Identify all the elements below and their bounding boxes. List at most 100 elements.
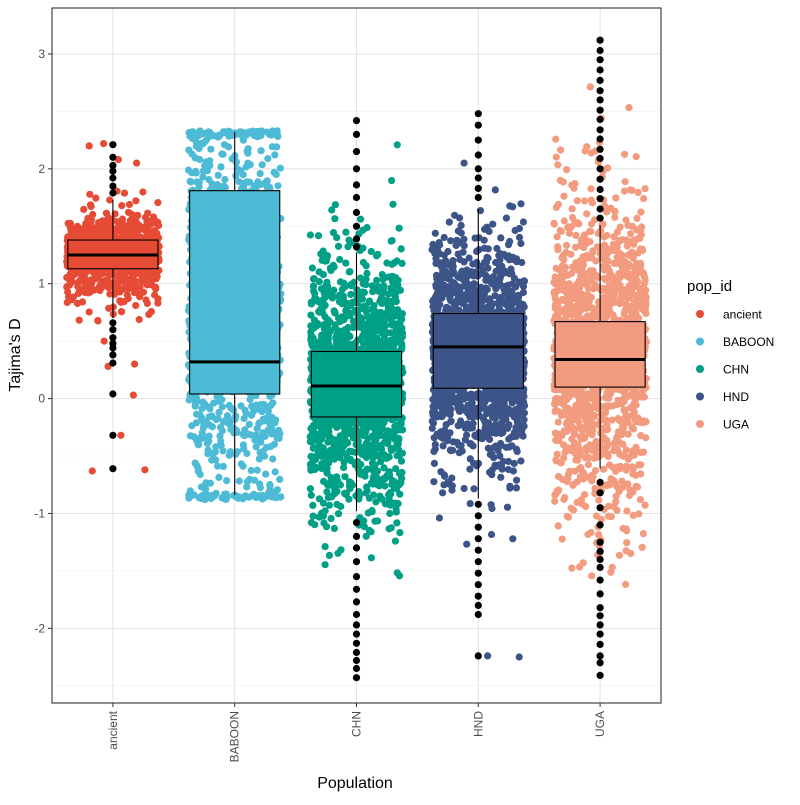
jitter-point bbox=[219, 403, 226, 410]
jitter-point bbox=[223, 477, 230, 484]
jitter-point bbox=[117, 299, 124, 306]
jitter-point bbox=[324, 334, 331, 341]
jitter-point bbox=[587, 185, 594, 192]
jitter-point bbox=[63, 283, 70, 290]
jitter-point bbox=[256, 492, 263, 499]
jitter-point bbox=[206, 413, 213, 420]
jitter-point bbox=[386, 510, 393, 517]
jitter-point bbox=[372, 427, 379, 434]
jitter-point bbox=[323, 257, 330, 264]
jitter-point bbox=[484, 652, 491, 659]
jitter-point bbox=[126, 201, 133, 208]
jitter-point bbox=[256, 419, 263, 426]
jitter-point bbox=[446, 219, 453, 226]
jitter-point bbox=[340, 316, 347, 323]
jitter-point bbox=[86, 308, 93, 315]
jitter-point bbox=[315, 232, 322, 239]
jitter-point bbox=[316, 268, 323, 275]
jitter-point bbox=[429, 425, 436, 432]
jitter-point bbox=[396, 470, 403, 477]
jitter-point bbox=[111, 230, 118, 237]
jitter-point bbox=[100, 140, 107, 147]
jitter-point bbox=[331, 309, 338, 316]
jitter-point bbox=[481, 259, 488, 266]
jitter-point bbox=[308, 299, 315, 306]
jitter-point bbox=[486, 436, 493, 443]
jitter-point bbox=[307, 231, 314, 238]
jitter-point bbox=[476, 246, 483, 253]
jitter-point bbox=[243, 483, 250, 490]
jitter-point bbox=[341, 473, 348, 480]
jitter-point bbox=[221, 176, 228, 183]
jitter-point bbox=[310, 513, 317, 520]
jitter-point bbox=[310, 283, 317, 290]
jitter-point bbox=[368, 331, 375, 338]
jitter-point bbox=[244, 148, 251, 155]
jitter-point bbox=[154, 199, 161, 206]
jitter-point bbox=[464, 290, 471, 297]
jitter-point bbox=[336, 256, 343, 263]
jitter-point bbox=[496, 452, 503, 459]
jitter-point bbox=[508, 288, 515, 295]
jitter-point bbox=[266, 482, 273, 489]
jitter-point bbox=[320, 417, 327, 424]
jitter-point bbox=[487, 451, 494, 458]
jitter-point bbox=[257, 170, 264, 177]
jitter-point bbox=[387, 490, 394, 497]
jitter-point bbox=[275, 427, 282, 434]
jitter-point bbox=[307, 485, 314, 492]
jitter-point bbox=[70, 294, 77, 301]
jitter-point bbox=[489, 221, 496, 228]
jitter-point bbox=[131, 361, 138, 368]
jitter-point bbox=[361, 289, 368, 296]
jitter-point bbox=[363, 308, 370, 315]
jitter-point bbox=[386, 472, 393, 479]
jitter-point bbox=[370, 469, 377, 476]
jitter-point bbox=[492, 415, 499, 422]
jitter-point bbox=[352, 319, 359, 326]
jitter-point bbox=[346, 268, 353, 275]
jitter-point bbox=[74, 283, 81, 290]
jitter-point bbox=[221, 128, 228, 135]
jitter-point bbox=[151, 291, 158, 298]
jitter-point bbox=[209, 492, 216, 499]
jitter-point bbox=[321, 290, 328, 297]
jitter-point bbox=[259, 161, 266, 168]
jitter-point bbox=[396, 529, 403, 536]
jitter-point bbox=[199, 429, 206, 436]
jitter-point bbox=[246, 179, 253, 186]
jitter-point bbox=[517, 240, 524, 247]
jitter-point bbox=[205, 128, 212, 135]
jitter-point bbox=[450, 438, 457, 445]
jitter-point bbox=[516, 234, 523, 241]
jitter-point bbox=[398, 458, 405, 465]
jitter-point bbox=[309, 502, 316, 509]
jitter-point bbox=[328, 515, 335, 522]
jitter-point bbox=[380, 464, 387, 471]
jitter-point bbox=[346, 333, 353, 340]
jitter-point bbox=[369, 459, 376, 466]
jitter-point bbox=[132, 302, 139, 309]
jitter-point bbox=[513, 477, 520, 484]
jitter-point bbox=[87, 219, 94, 226]
jitter-point bbox=[195, 465, 202, 472]
jitter-point bbox=[99, 229, 106, 236]
jitter-point bbox=[447, 446, 454, 453]
jitter-point bbox=[391, 423, 398, 430]
jitter-point bbox=[345, 417, 352, 424]
jitter-point bbox=[506, 270, 513, 277]
jitter-point bbox=[86, 142, 93, 149]
jitter-point bbox=[139, 188, 146, 195]
jitter-point bbox=[130, 392, 137, 399]
jitter-point bbox=[459, 300, 466, 307]
jitter-point bbox=[380, 419, 387, 426]
jitter-point bbox=[330, 287, 337, 294]
jitter-point bbox=[439, 489, 446, 496]
jitter-point bbox=[446, 408, 453, 415]
jitter-point bbox=[103, 278, 110, 285]
jitter-point bbox=[360, 425, 367, 432]
jitter-point bbox=[511, 460, 518, 467]
jitter-point bbox=[133, 160, 140, 167]
